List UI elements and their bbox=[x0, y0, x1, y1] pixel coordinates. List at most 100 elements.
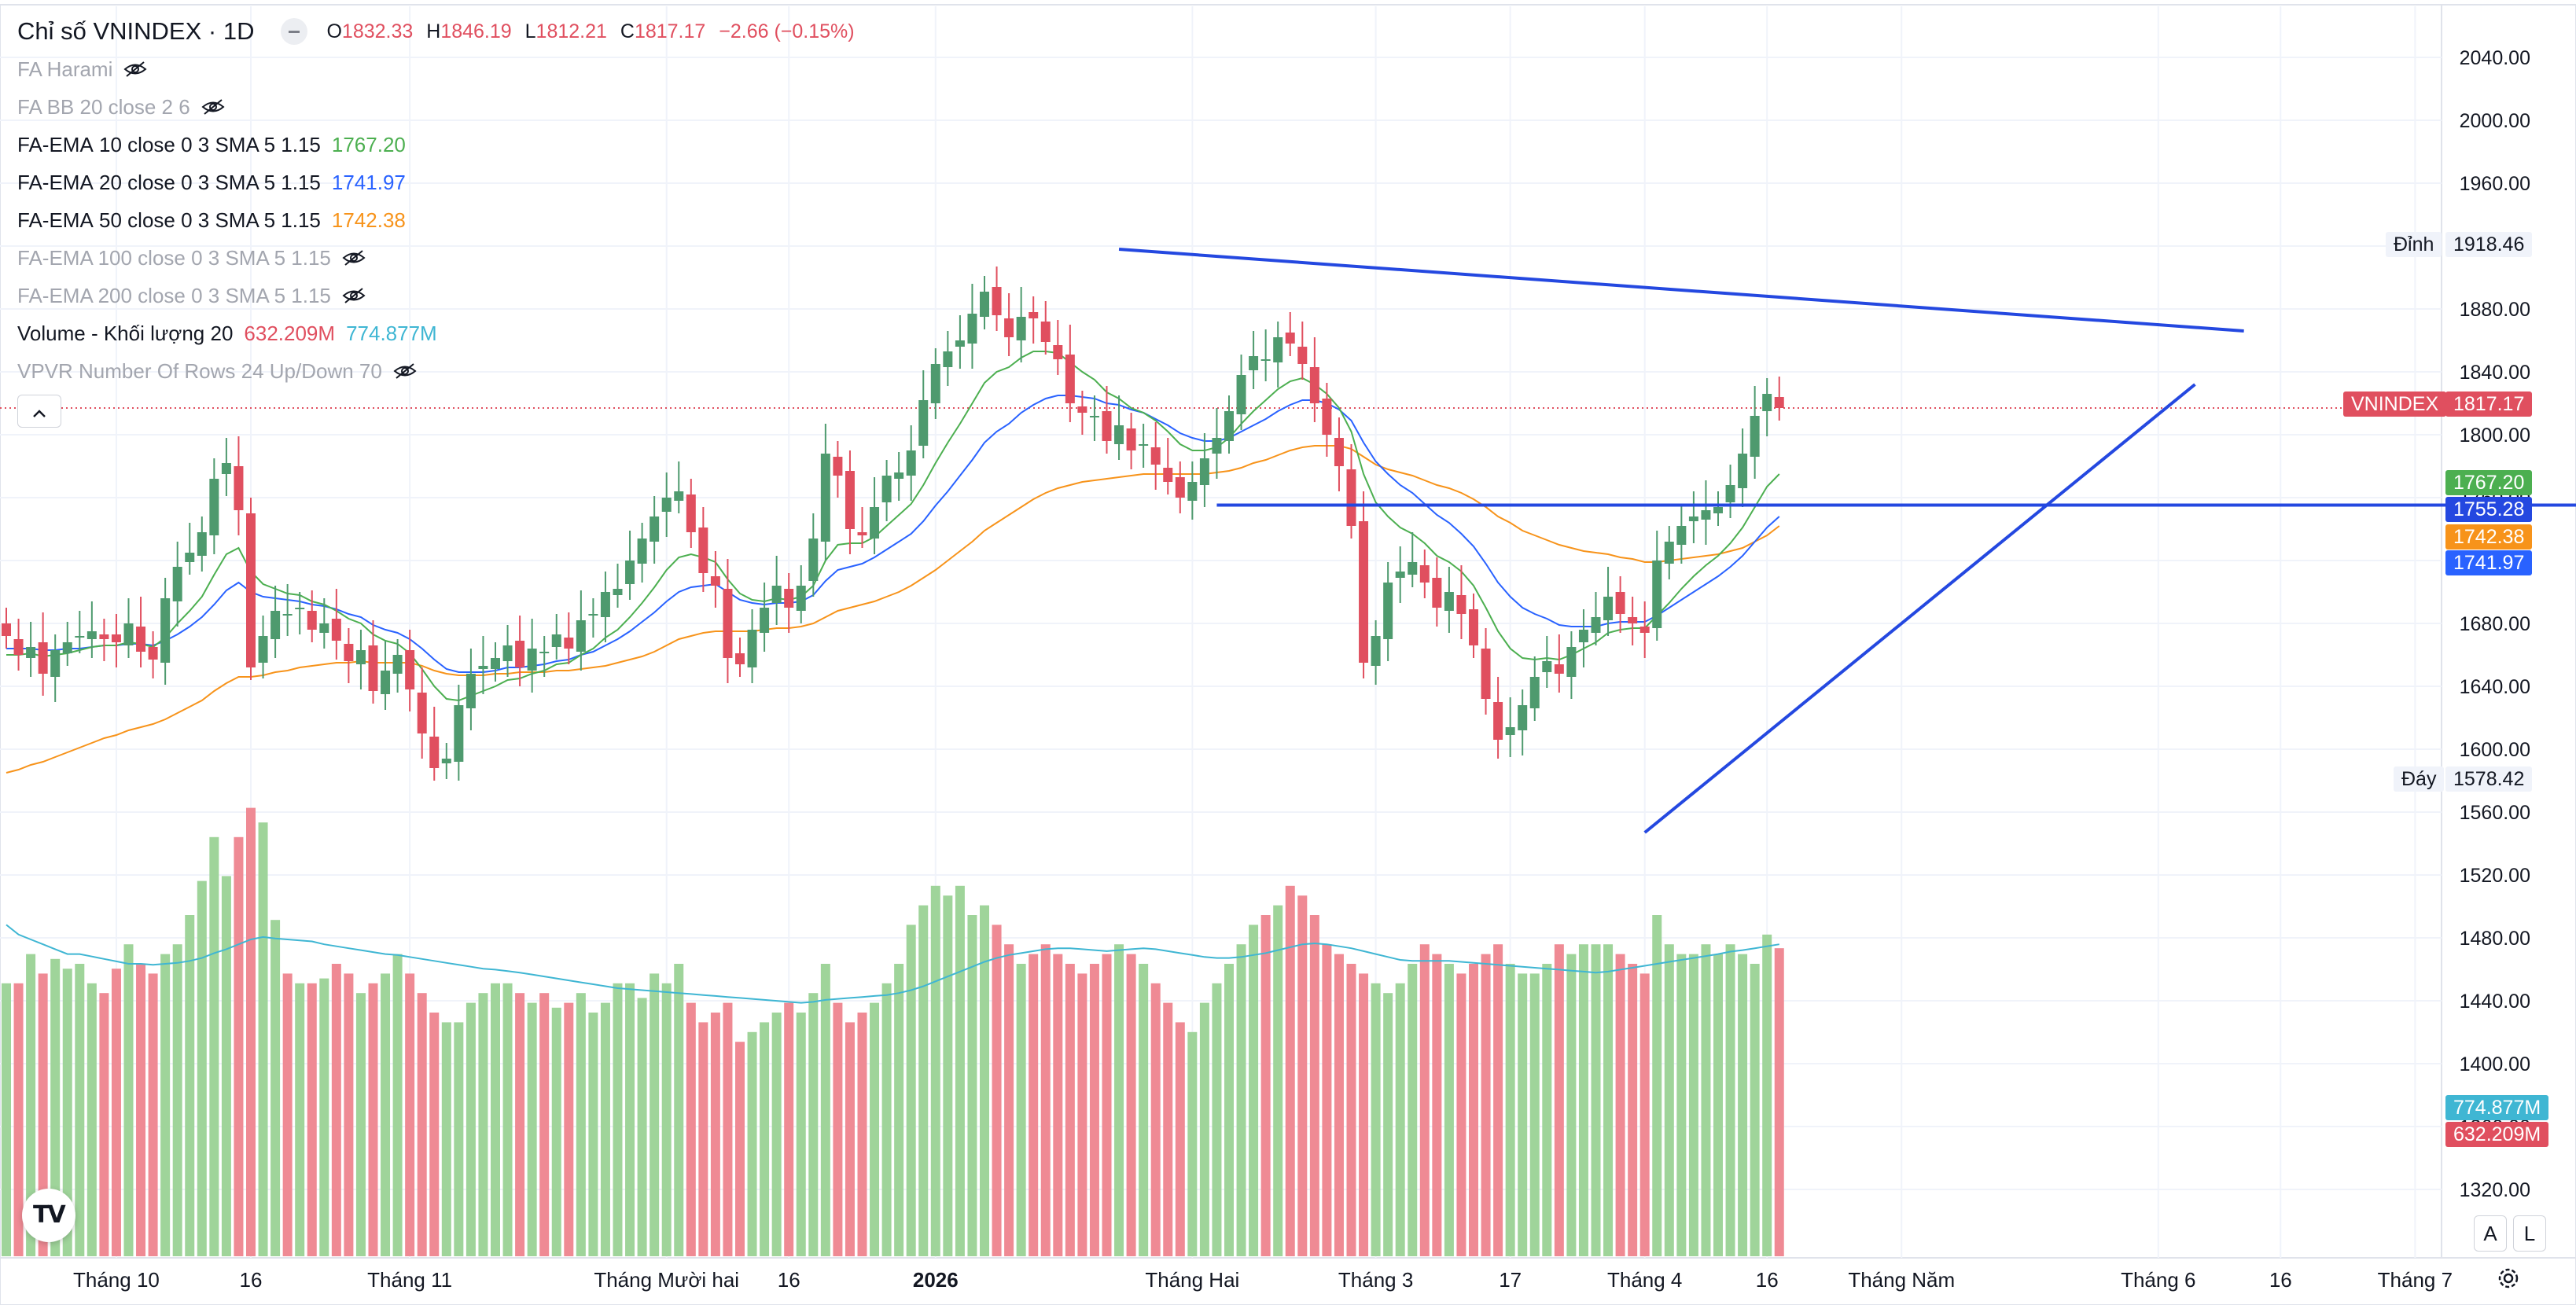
volume-bar bbox=[1529, 973, 1540, 1256]
candle-body bbox=[1089, 416, 1099, 417]
volume-bar bbox=[1297, 895, 1308, 1256]
candle-body bbox=[539, 652, 550, 653]
volume-bar bbox=[454, 1022, 464, 1256]
candle-body bbox=[1249, 356, 1259, 370]
volume-bar bbox=[906, 925, 916, 1256]
candle-body bbox=[1077, 406, 1087, 413]
volume-bar bbox=[1652, 915, 1662, 1256]
volume-bar bbox=[600, 1002, 610, 1256]
indicator-ema100[interactable]: FA-EMA 100 close 0 3 SMA 5 1.15 bbox=[17, 239, 855, 277]
collapse-legend-button[interactable] bbox=[17, 395, 61, 428]
volume-bar bbox=[197, 880, 207, 1256]
candle-body bbox=[1738, 454, 1748, 488]
eye-off-icon[interactable] bbox=[123, 61, 147, 78]
tradingview-logo[interactable]: TV bbox=[22, 1189, 75, 1242]
volume-bar bbox=[368, 983, 378, 1256]
x-tick-label: 16 bbox=[240, 1268, 263, 1292]
candle-body bbox=[796, 586, 806, 611]
volume-bar bbox=[1481, 954, 1491, 1256]
volume-bar bbox=[319, 978, 329, 1256]
candle-body bbox=[1175, 477, 1185, 498]
volume-bar bbox=[209, 836, 219, 1256]
candle-body bbox=[1444, 592, 1454, 611]
indicator-vpvr[interactable]: VPVR Number Of Rows 24 Up/Down 70 bbox=[17, 352, 855, 390]
candle-body bbox=[62, 642, 72, 653]
volume-bar bbox=[870, 1002, 880, 1256]
more-options-button[interactable] bbox=[281, 18, 308, 45]
candle-body bbox=[1187, 482, 1198, 501]
rising-support-line bbox=[1643, 383, 2196, 834]
candle-body bbox=[1383, 583, 1393, 639]
candle-body bbox=[943, 351, 953, 367]
volume-bar bbox=[723, 1002, 733, 1256]
volume-bar bbox=[661, 983, 672, 1256]
indicator-params: 20 close 0 3 SMA 5 1.15 bbox=[99, 171, 321, 194]
peak-value-tag: 1918.46 bbox=[2445, 232, 2533, 257]
candle-body bbox=[331, 619, 341, 641]
trough-label: Đáy bbox=[2394, 766, 2445, 792]
eye-off-icon[interactable] bbox=[342, 287, 366, 304]
volume-bar bbox=[62, 969, 72, 1256]
volume-bar bbox=[160, 954, 171, 1256]
candle-body bbox=[1004, 318, 1014, 337]
candle-body bbox=[1615, 592, 1625, 614]
eye-off-icon[interactable] bbox=[201, 98, 225, 116]
auto-scale-button[interactable]: A bbox=[2474, 1215, 2507, 1252]
candle-body bbox=[258, 636, 268, 663]
volume-bar bbox=[1774, 948, 1784, 1256]
candle-body bbox=[1652, 561, 1662, 628]
volume-bar bbox=[148, 973, 158, 1256]
volume-bar bbox=[1212, 983, 1222, 1256]
volume-bar bbox=[441, 1022, 451, 1256]
x-tick-label: 17 bbox=[1499, 1268, 1522, 1292]
x-tick-label: Tháng 6 bbox=[2121, 1268, 2195, 1292]
ema50-price-tag: 1742.38 bbox=[2445, 524, 2533, 550]
volume-bar bbox=[857, 1013, 867, 1256]
indicator-ema50[interactable]: FA-EMA 50 close 0 3 SMA 5 1.15 1742.38 bbox=[17, 201, 855, 239]
volume-bar bbox=[1395, 983, 1405, 1256]
x-tick-label: 16 bbox=[2269, 1268, 2292, 1292]
indicator-fa-bb[interactable]: FA BB 20 close 2 6 bbox=[17, 88, 855, 126]
volume-bar bbox=[1444, 964, 1454, 1256]
indicator-ema200[interactable]: FA-EMA 200 close 0 3 SMA 5 1.15 bbox=[17, 277, 855, 314]
volume-bar bbox=[992, 925, 1002, 1256]
candle-body bbox=[441, 759, 451, 763]
candle-body bbox=[894, 472, 904, 479]
ema50-value: 1742.38 bbox=[331, 208, 406, 232]
volume-bar bbox=[735, 1042, 745, 1256]
symbol-title[interactable]: Chỉ số VNINDEX · 1D bbox=[17, 17, 255, 45]
indicator-params: 10 close 0 3 SMA 5 1.15 bbox=[99, 133, 321, 156]
candle-body bbox=[1065, 355, 1075, 403]
chevron-up-icon bbox=[33, 410, 46, 417]
volume-bar bbox=[1408, 964, 1418, 1256]
indicator-ema20[interactable]: FA-EMA 20 close 0 3 SMA 5 1.15 1741.97 bbox=[17, 164, 855, 201]
eye-off-icon[interactable] bbox=[393, 362, 417, 380]
indicator-fa-harami[interactable]: FA Harami bbox=[17, 50, 855, 88]
log-scale-button[interactable]: L bbox=[2513, 1215, 2546, 1252]
high-label: H bbox=[426, 20, 441, 42]
indicator-name: FA BB 20 close 2 6 bbox=[17, 95, 190, 119]
volume-bar bbox=[1004, 944, 1014, 1256]
eye-off-icon[interactable] bbox=[342, 249, 366, 267]
candle-body bbox=[491, 658, 500, 669]
volume-bar bbox=[1126, 954, 1136, 1256]
candle-body bbox=[307, 611, 317, 630]
candle-body bbox=[99, 634, 109, 639]
candle-body bbox=[1199, 458, 1209, 485]
candle-body bbox=[992, 287, 1002, 315]
volume-bar bbox=[355, 993, 366, 1256]
indicator-volume[interactable]: Volume - Khối lượng 20 632.209M 774.877M bbox=[17, 314, 855, 352]
y-tick-label: 1600.00 bbox=[2460, 739, 2530, 761]
candle-body bbox=[1566, 647, 1577, 677]
candle-body bbox=[26, 647, 36, 658]
candle-body bbox=[771, 586, 782, 603]
indicator-ema10[interactable]: FA-EMA 10 close 0 3 SMA 5 1.15 1767.20 bbox=[17, 126, 855, 164]
volume-value: 632.209M bbox=[244, 322, 336, 345]
gear-icon[interactable] bbox=[2494, 1264, 2523, 1292]
upper-trend-line bbox=[1118, 248, 2244, 333]
volume-bar bbox=[246, 807, 256, 1256]
candle-body bbox=[429, 737, 440, 768]
candle-body bbox=[625, 561, 635, 584]
volume-bar bbox=[1016, 964, 1026, 1256]
